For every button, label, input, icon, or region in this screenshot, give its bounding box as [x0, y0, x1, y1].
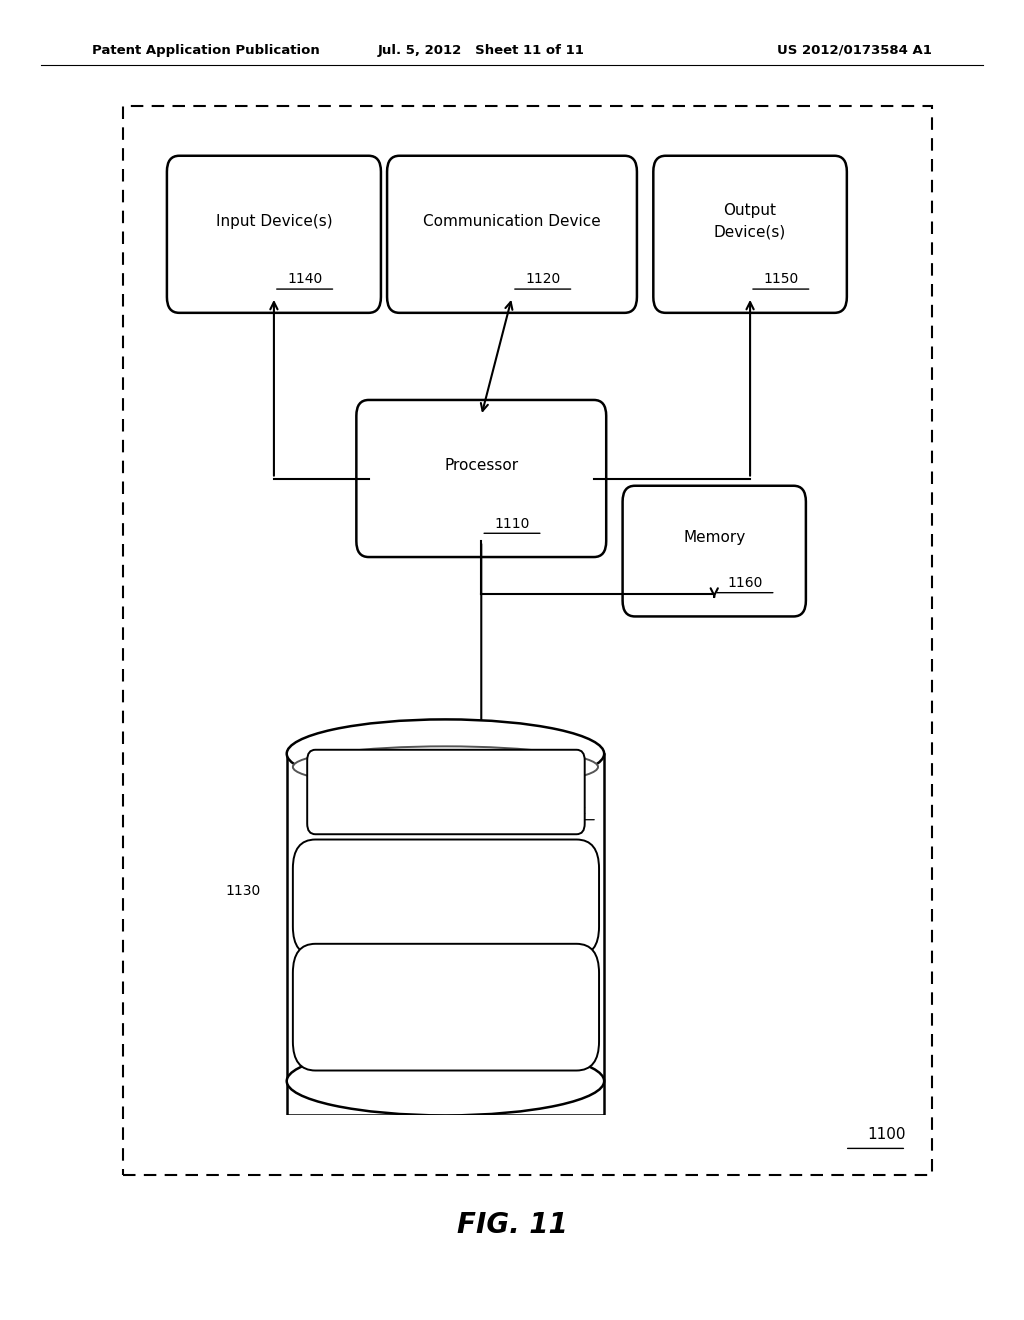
- Bar: [287, 754, 604, 1115]
- Text: 1100: 1100: [867, 1127, 906, 1142]
- Text: 1136: 1136: [556, 1022, 587, 1035]
- FancyBboxPatch shape: [653, 156, 847, 313]
- Bar: [282, 1115, 609, 1152]
- FancyBboxPatch shape: [623, 486, 806, 616]
- Text: Jul. 5, 2012   Sheet 11 of 11: Jul. 5, 2012 Sheet 11 of 11: [378, 44, 585, 57]
- Text: data: data: [410, 1008, 441, 1022]
- Ellipse shape: [287, 719, 604, 788]
- FancyBboxPatch shape: [167, 156, 381, 313]
- Text: 1120: 1120: [525, 272, 560, 286]
- Text: Input Device(s): Input Device(s): [216, 214, 332, 228]
- Text: US 2012/0173584 A1: US 2012/0173584 A1: [777, 44, 932, 57]
- Text: Memory: Memory: [683, 531, 745, 545]
- Ellipse shape: [287, 1047, 604, 1115]
- Text: 1160: 1160: [727, 576, 763, 590]
- FancyBboxPatch shape: [293, 840, 599, 956]
- Text: Device(s): Device(s): [714, 224, 786, 239]
- FancyBboxPatch shape: [307, 750, 585, 834]
- Text: Progam Code: Progam Code: [379, 780, 472, 793]
- Ellipse shape: [293, 746, 598, 788]
- Text: Output: Output: [724, 203, 776, 218]
- Text: 1132: 1132: [556, 804, 587, 817]
- Text: 1134: 1134: [556, 907, 587, 920]
- Bar: [123, 106, 932, 1175]
- Text: 1130: 1130: [226, 884, 261, 898]
- Text: Processor: Processor: [444, 458, 518, 473]
- Text: 1110: 1110: [495, 516, 529, 531]
- Text: FIG. 11: FIG. 11: [457, 1210, 567, 1239]
- Text: Communication Device: Communication Device: [423, 214, 601, 228]
- Text: Patent Application Publication: Patent Application Publication: [92, 44, 319, 57]
- Text: Metadata: Metadata: [392, 886, 459, 899]
- FancyBboxPatch shape: [387, 156, 637, 313]
- FancyBboxPatch shape: [356, 400, 606, 557]
- Text: 1150: 1150: [763, 272, 799, 286]
- Text: Object Instance: Object Instance: [371, 985, 480, 998]
- FancyBboxPatch shape: [293, 944, 599, 1071]
- Text: 1140: 1140: [287, 272, 323, 286]
